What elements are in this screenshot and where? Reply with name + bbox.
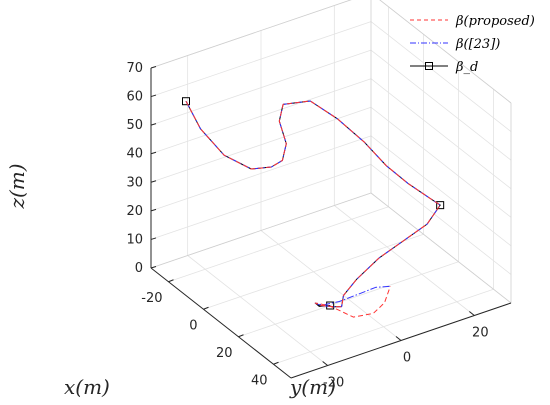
y-tick-label: -20 <box>323 376 344 391</box>
marker-square <box>182 97 190 106</box>
grid-line <box>260 230 402 341</box>
z-tick <box>150 123 157 126</box>
box-edge <box>150 0 352 69</box>
grid-line <box>150 49 372 126</box>
x-axis-line <box>150 267 292 379</box>
grid-line <box>370 78 512 190</box>
x-tick <box>203 306 209 310</box>
grid-line <box>187 255 328 366</box>
x-tick-label: 40 <box>251 373 268 388</box>
grid-line <box>370 21 512 132</box>
z-tick-label: 40 <box>126 147 143 162</box>
grid-line <box>334 205 475 316</box>
z-axis-label: z(m) <box>5 163 29 209</box>
legend-marker-desired <box>425 62 433 70</box>
grid-line <box>370 49 512 161</box>
z-tick-label: 0 <box>135 261 143 276</box>
x-tick <box>273 361 279 365</box>
x-tick-label: 0 <box>189 318 197 333</box>
axes-box <box>150 0 512 379</box>
z-tick-label: 70 <box>126 61 143 76</box>
z-tick <box>150 237 157 240</box>
x-tick-label: -20 <box>141 291 162 306</box>
y-tick <box>469 311 475 316</box>
legend-label-proposed: β(proposed) <box>455 14 535 29</box>
grid-line <box>150 164 372 240</box>
z-tick <box>150 180 157 183</box>
tick-labels: 0 10 20 30 40 50 60 70 -20 0 20 40 -20 0 20 <box>126 61 488 391</box>
grid-line <box>370 106 512 218</box>
legend-label-desired: β_d <box>455 60 478 75</box>
x-tick <box>238 334 244 338</box>
z-tick <box>150 208 157 212</box>
x-tick <box>168 279 174 283</box>
y-tick-label: 20 <box>472 326 489 341</box>
grid-line <box>370 135 512 247</box>
y-tick <box>395 336 402 341</box>
grid-line <box>370 164 512 275</box>
legend-label-ref23: β([23]) <box>455 37 500 52</box>
series-line <box>185 100 441 318</box>
marker-square <box>436 201 445 210</box>
z-tick-label: 50 <box>126 118 143 133</box>
box-edge <box>379 0 512 104</box>
grid-line <box>150 106 372 183</box>
x-tick-label: 20 <box>216 346 233 361</box>
z-tick-label: 20 <box>126 204 143 219</box>
y-tick <box>322 361 328 366</box>
x-axis-label: x(m) <box>64 375 110 399</box>
series-lines <box>182 97 445 318</box>
y-tick-label: 0 <box>403 351 411 366</box>
z-tick <box>150 266 157 269</box>
legend: β(proposed) β([23]) β_d <box>410 14 535 75</box>
box-edge <box>370 192 512 304</box>
z-tick-label: 10 <box>126 232 143 247</box>
z-tick-label: 30 <box>126 175 143 190</box>
marker-square <box>326 301 335 310</box>
grid-line <box>150 78 372 155</box>
z-tick <box>150 151 157 155</box>
grid-line <box>150 21 372 97</box>
grid-line <box>150 135 372 212</box>
z-tick <box>150 94 157 98</box>
z-tick <box>150 66 157 69</box>
y-axis-label: y(m) <box>289 375 336 399</box>
z-tick-label: 60 <box>126 90 143 105</box>
box-edge <box>150 192 372 269</box>
